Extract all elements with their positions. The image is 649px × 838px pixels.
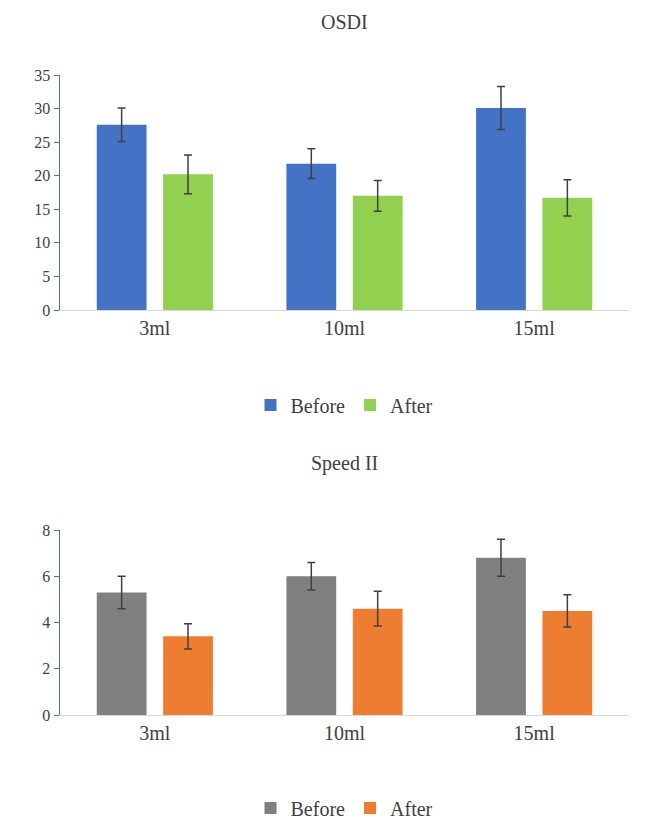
svg-text:25: 25	[34, 134, 50, 151]
svg-text:After: After	[390, 395, 433, 417]
svg-text:3ml: 3ml	[139, 722, 171, 744]
svg-text:15ml: 15ml	[514, 317, 556, 339]
svg-text:10ml: 10ml	[324, 317, 366, 339]
svg-text:3ml: 3ml	[139, 317, 171, 339]
svg-text:10ml: 10ml	[324, 722, 366, 744]
svg-text:4: 4	[42, 614, 50, 631]
svg-text:2: 2	[42, 660, 50, 677]
svg-text:OSDI: OSDI	[321, 11, 368, 33]
svg-text:20: 20	[34, 167, 50, 184]
svg-text:After: After	[390, 798, 433, 820]
svg-text:15ml: 15ml	[514, 722, 556, 744]
svg-text:Speed II: Speed II	[311, 452, 378, 475]
svg-text:30: 30	[34, 100, 50, 117]
svg-text:10: 10	[34, 234, 50, 251]
svg-text:Before: Before	[291, 395, 346, 417]
svg-text:5: 5	[42, 268, 50, 285]
svg-text:35: 35	[34, 67, 50, 84]
svg-text:0: 0	[42, 707, 50, 724]
svg-text:6: 6	[42, 568, 50, 585]
svg-text:Before: Before	[291, 798, 346, 820]
svg-text:8: 8	[42, 522, 50, 539]
svg-text:0: 0	[42, 302, 50, 319]
svg-text:15: 15	[34, 201, 50, 218]
